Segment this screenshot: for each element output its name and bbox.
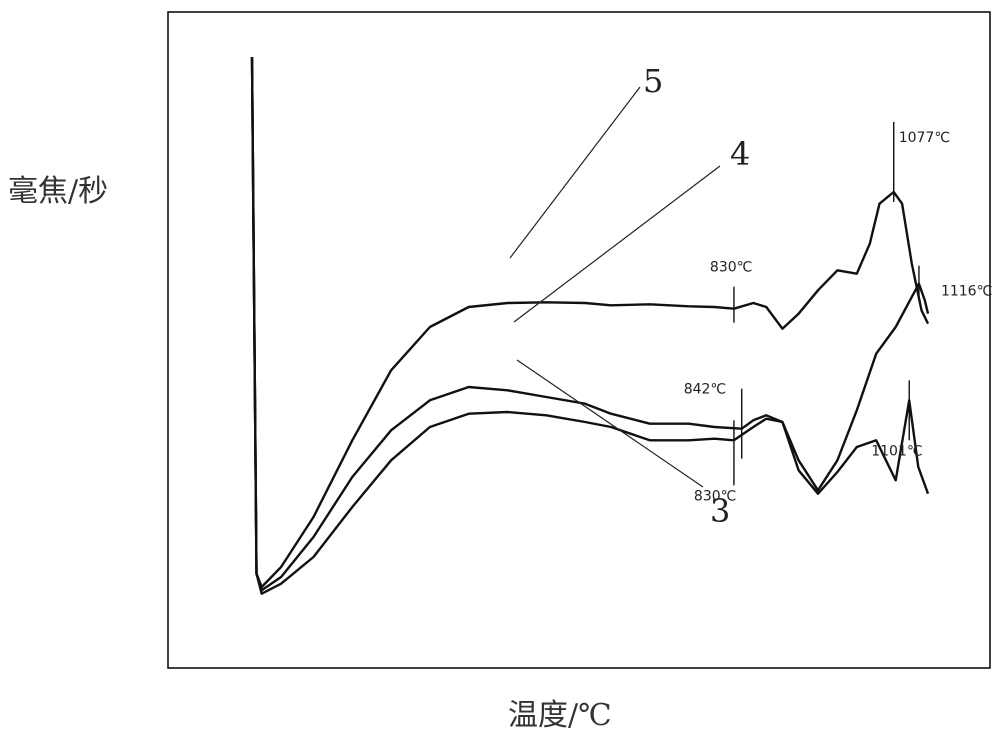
series-layer	[252, 57, 928, 594]
y-axis-label: 毫焦/秒	[8, 166, 108, 210]
series-label-4: 4	[730, 135, 750, 173]
temp-annotation-label: 1101℃	[871, 443, 922, 459]
annotation-layer: 830℃ 1077℃ 1116℃ 842℃ 830℃ 1101℃	[684, 122, 993, 504]
series-label-5: 5	[643, 62, 663, 100]
temp-annotation-label: 1116℃	[941, 284, 992, 300]
temp-annotation-label: 830℃	[710, 260, 752, 276]
leader-layer: 543	[510, 62, 750, 530]
series-line-3	[252, 57, 928, 594]
temp-annotation-label: 1077℃	[899, 130, 950, 146]
series-line-4	[252, 57, 928, 590]
x-axis-label: 温度/℃	[508, 690, 612, 734]
leader-line-4	[514, 166, 720, 322]
plot-frame	[168, 12, 990, 668]
leader-line-5	[510, 87, 640, 258]
temp-annotation-label: 842℃	[684, 382, 726, 398]
temp-annotation-label: 830℃	[694, 488, 736, 504]
